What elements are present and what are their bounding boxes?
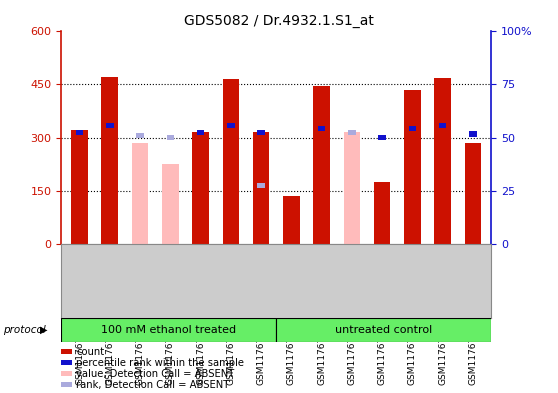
Bar — [257, 183, 265, 188]
Bar — [378, 135, 386, 140]
Bar — [408, 126, 416, 131]
Text: GDS5082 / Dr.4932.1.S1_at: GDS5082 / Dr.4932.1.S1_at — [184, 14, 374, 28]
Text: value, Detection Call = ABSENT: value, Detection Call = ABSENT — [76, 369, 234, 379]
Bar — [166, 135, 174, 140]
Bar — [434, 79, 451, 244]
Bar — [106, 123, 114, 128]
Bar — [102, 77, 118, 244]
Bar — [61, 318, 276, 342]
Bar — [318, 126, 325, 131]
Bar — [76, 130, 83, 135]
Bar — [253, 132, 270, 244]
Bar — [276, 318, 491, 342]
Bar — [227, 123, 234, 128]
Bar — [313, 86, 330, 244]
Text: percentile rank within the sample: percentile rank within the sample — [76, 358, 244, 368]
Text: ▶: ▶ — [40, 325, 47, 335]
Bar — [348, 130, 355, 135]
Bar — [71, 130, 88, 244]
Bar — [136, 133, 144, 138]
Bar — [223, 79, 239, 244]
Bar — [404, 90, 421, 244]
Bar — [374, 182, 391, 244]
Bar — [132, 143, 148, 244]
Bar — [283, 196, 300, 244]
Bar — [197, 130, 204, 135]
Text: 100 mM ethanol treated: 100 mM ethanol treated — [101, 325, 237, 335]
Bar — [344, 132, 360, 244]
Text: count: count — [76, 347, 104, 357]
Bar — [257, 130, 265, 135]
Bar — [439, 123, 446, 128]
Bar — [469, 131, 477, 137]
Text: protocol: protocol — [3, 325, 46, 335]
Bar — [162, 164, 179, 244]
Text: rank, Detection Call = ABSENT: rank, Detection Call = ABSENT — [76, 380, 229, 390]
Bar — [465, 143, 481, 244]
Bar — [193, 132, 209, 244]
Text: untreated control: untreated control — [335, 325, 432, 335]
